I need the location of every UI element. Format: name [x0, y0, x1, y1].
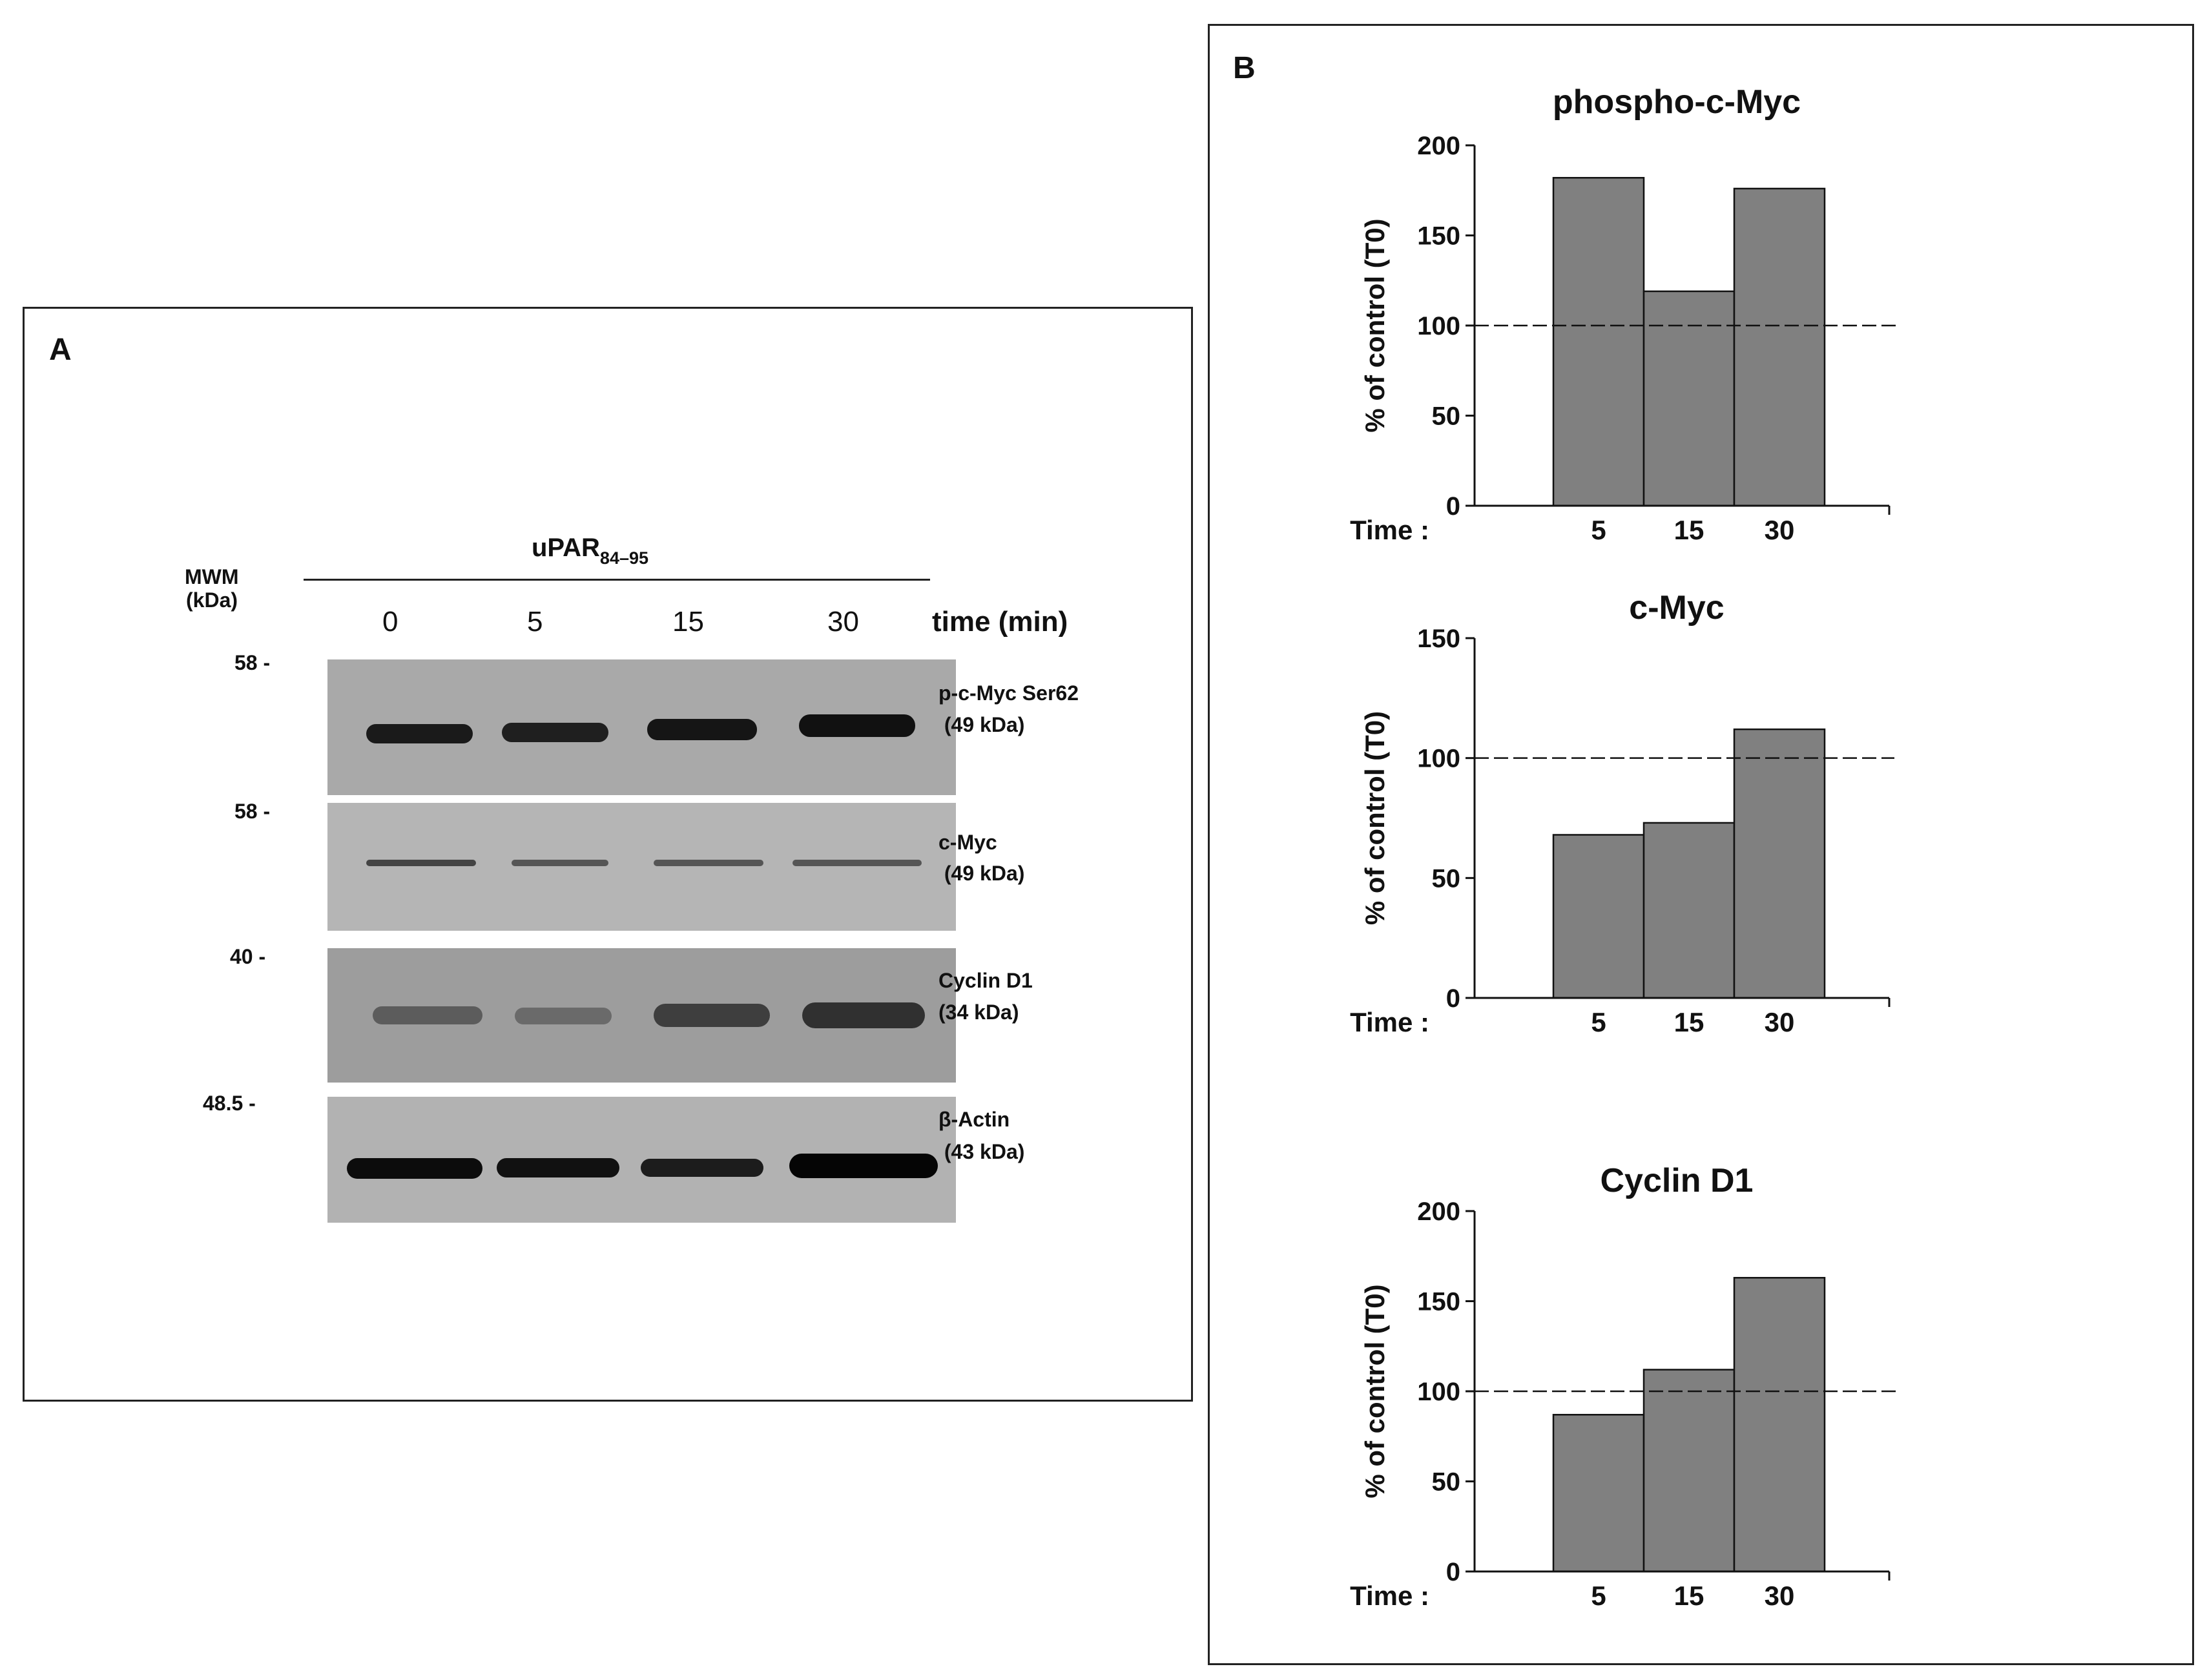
lane-label-0: 0	[382, 606, 399, 638]
chart2-ytick-label-150: 150	[1417, 625, 1460, 653]
marker-pcmyc: 58 -	[234, 651, 271, 674]
chart2-bar-15	[1642, 822, 1736, 999]
blot-label-cmyc-1: c-Myc	[938, 831, 997, 854]
chart1-ytick-label-150: 150	[1417, 222, 1460, 251]
chart1-bar-30	[1733, 187, 1826, 507]
chart2-ytick-label-50: 50	[1432, 864, 1461, 893]
band-cmyc-15	[654, 860, 763, 866]
chart1-xtick-label-30: 30	[1765, 515, 1795, 545]
band-cyclin-0	[373, 1006, 482, 1024]
marker-actin: 48.5 -	[203, 1092, 256, 1115]
lane-label-30: 30	[827, 606, 859, 638]
chart2-bar-30	[1733, 728, 1826, 999]
chart2-xtick-label-15: 15	[1674, 1007, 1704, 1037]
chart3-bar-30	[1733, 1276, 1826, 1573]
chart3-ytick-label-0: 0	[1446, 1558, 1460, 1586]
treatment-underline	[304, 579, 930, 581]
band-pcmyc-0	[366, 724, 473, 743]
chart2-xtick-label-5: 5	[1591, 1007, 1606, 1037]
marker-cmyc: 58 -	[234, 800, 271, 823]
treatment-subscript: 84–95	[599, 548, 649, 568]
chart3-time-label: Time :	[1350, 1581, 1429, 1611]
blot-actin	[327, 1097, 956, 1223]
time-label: time (min)	[932, 606, 1068, 638]
mwm-label: MWM	[185, 565, 239, 588]
chart1-ytick-label-0: 0	[1446, 492, 1460, 521]
blot-label-cmyc-2: (49 kDa)	[938, 862, 1025, 885]
bar-charts: phospho-c-Myc% of control (T0)0501001502…	[1350, 83, 1901, 1611]
blot-label-cyclin-2: (34 kDa)	[938, 1001, 1019, 1024]
band-pcmyc-5	[502, 723, 608, 742]
blot-pcmyc	[327, 659, 956, 795]
chart2-xtick-label-30: 30	[1765, 1007, 1795, 1037]
panel-a-letter: A	[49, 333, 72, 367]
blot-label-actin-1: β-Actin	[938, 1108, 1010, 1131]
chart1-xtick-label-15: 15	[1674, 515, 1704, 545]
panel-b: B phospho-c-Myc% of control (T0) 0 50 100 15…	[1208, 24, 2194, 1665]
band-pcmyc-30	[799, 714, 915, 737]
chart2-time-label: Time :	[1350, 1007, 1429, 1037]
chart3-xtick-label-15: 15	[1674, 1581, 1704, 1611]
panel-b-letter: B	[1233, 51, 1256, 85]
blot-label-actin-2: (43 kDa)	[938, 1140, 1025, 1163]
blot-label-cyclin-1: Cyclin D1	[938, 969, 1033, 992]
chart1-xtick-label-5: 5	[1591, 515, 1606, 545]
band-cyclin-30	[802, 1002, 925, 1028]
chart1-bar-5	[1552, 176, 1645, 507]
chart2-title: c-Myc	[1629, 589, 1724, 627]
band-pcmyc-15	[647, 719, 757, 740]
blot-cyclin	[327, 948, 956, 1083]
chart1-ylabel: % of control (T0)	[1360, 218, 1390, 432]
chart1-ytick-label-200: 200	[1417, 132, 1460, 160]
treatment-label: uPAR84–95	[532, 534, 648, 568]
band-actin-15	[641, 1159, 763, 1177]
blot-label-pcmyc-2: (49 kDa)	[938, 713, 1025, 736]
chart1-time-label: Time :	[1350, 515, 1429, 545]
chart1-bar-15	[1642, 290, 1736, 507]
treatment-main: uPAR	[532, 534, 600, 562]
band-actin-30	[789, 1154, 938, 1178]
chart3-ylabel: % of control (T0)	[1360, 1284, 1390, 1498]
band-cmyc-0	[366, 860, 476, 866]
band-cmyc-5	[512, 860, 608, 866]
band-cmyc-30	[793, 860, 922, 866]
chart2-ytick-label-0: 0	[1446, 984, 1460, 1013]
band-actin-5	[497, 1158, 619, 1177]
chart3-ytick-label-50: 50	[1432, 1468, 1461, 1497]
marker-cyclin: 40 -	[230, 945, 266, 968]
chart1-ytick-label-50: 50	[1432, 402, 1461, 431]
chart2-bar-5	[1552, 834, 1645, 999]
chart2-ylabel: % of control (T0)	[1360, 711, 1390, 925]
chart3-xtick-label-30: 30	[1765, 1581, 1795, 1611]
band-cyclin-15	[654, 1004, 770, 1027]
mwm-unit: (kDa)	[186, 588, 238, 612]
chart3-title: Cyclin D1	[1601, 1162, 1754, 1199]
chart1-title: phospho-c-Myc	[1553, 83, 1801, 121]
lane-label-5: 5	[527, 606, 543, 638]
chart3-bar-15	[1642, 1369, 1736, 1573]
chart3-ytick-label-150: 150	[1417, 1288, 1460, 1316]
band-actin-0	[347, 1158, 482, 1179]
chart1-ytick-label-100: 100	[1417, 312, 1460, 340]
blot-cmyc	[327, 803, 956, 931]
chart2-ytick-label-100: 100	[1417, 745, 1460, 773]
panel-a: A MWM (kDa) uPAR84–95 0 5 15 30 time (mi…	[23, 307, 1193, 1402]
chart3-ytick-label-100: 100	[1417, 1378, 1460, 1406]
blot-label-pcmyc-1: p-c-Myc Ser62	[938, 681, 1079, 705]
band-cyclin-5	[515, 1008, 612, 1024]
lane-label-15: 15	[672, 606, 704, 638]
chart3-ytick-label-200: 200	[1417, 1198, 1460, 1226]
chart3-bar-5	[1552, 1414, 1645, 1573]
chart3-xtick-label-5: 5	[1591, 1581, 1606, 1611]
